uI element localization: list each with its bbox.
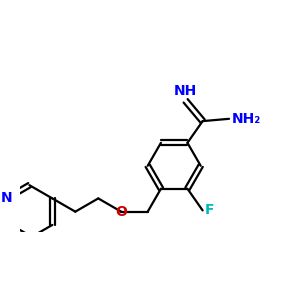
Text: N: N <box>1 191 12 206</box>
Text: NH: NH <box>174 84 197 98</box>
Text: F: F <box>205 203 215 218</box>
Text: NH₂: NH₂ <box>232 112 261 126</box>
Text: O: O <box>115 205 127 219</box>
